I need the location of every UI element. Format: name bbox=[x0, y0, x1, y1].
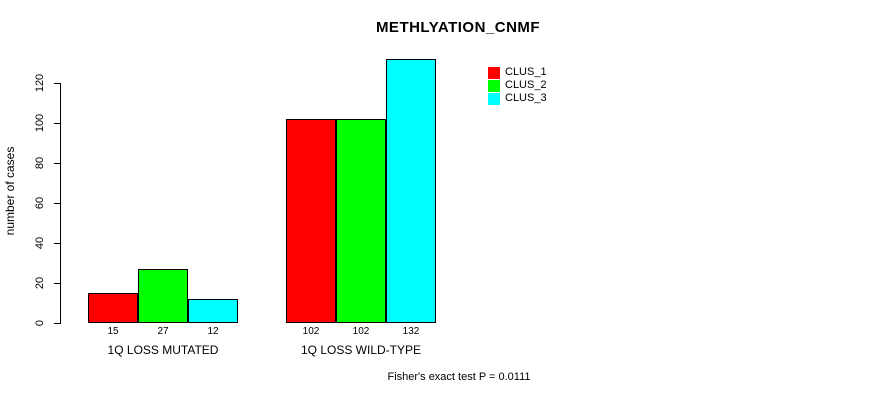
legend-color-swatch bbox=[488, 79, 500, 92]
legend-label: CLUS_2 bbox=[505, 79, 547, 91]
legend-item-clus_1: CLUS_1 bbox=[488, 66, 547, 79]
y-axis-tick bbox=[54, 323, 60, 324]
bar-value-label: 132 bbox=[402, 326, 420, 337]
y-tick-label: 80 bbox=[34, 156, 46, 170]
y-tick-label: 0 bbox=[34, 319, 46, 327]
bar-value-label: 15 bbox=[107, 326, 119, 337]
legend-item-clus_2: CLUS_2 bbox=[488, 79, 547, 92]
y-axis-tick bbox=[54, 123, 60, 124]
legend-item-clus_3: CLUS_3 bbox=[488, 92, 547, 105]
y-tick-label: 20 bbox=[34, 276, 46, 290]
y-axis-tick bbox=[54, 83, 60, 84]
category-label: 1Q LOSS MUTATED bbox=[107, 343, 219, 357]
bar-value-label: 27 bbox=[157, 326, 169, 337]
y-axis-tick bbox=[54, 243, 60, 244]
y-axis-line bbox=[60, 83, 61, 324]
bar-value-label: 102 bbox=[302, 326, 320, 337]
category-label: 1Q LOSS WILD-TYPE bbox=[300, 343, 422, 357]
y-tick-label: 40 bbox=[34, 236, 46, 250]
y-tick-label: 120 bbox=[34, 73, 46, 93]
bar-clus_2-group2 bbox=[336, 119, 386, 323]
y-tick-label: 60 bbox=[34, 196, 46, 210]
legend-color-swatch bbox=[488, 66, 500, 79]
legend: CLUS_1 CLUS_2 CLUS_3 bbox=[488, 66, 547, 105]
legend-label: CLUS_1 bbox=[505, 66, 547, 78]
y-tick-label: 100 bbox=[34, 113, 46, 133]
bar-value-label: 102 bbox=[352, 326, 370, 337]
bar-clus_1-group2 bbox=[286, 119, 336, 323]
bar-clus_1-group1 bbox=[88, 293, 138, 323]
y-axis-label: number of cases bbox=[3, 146, 17, 236]
y-axis-tick bbox=[54, 163, 60, 164]
legend-label: CLUS_3 bbox=[505, 92, 547, 104]
bar-clus_2-group1 bbox=[138, 269, 188, 323]
bar-clus_3-group2 bbox=[386, 59, 436, 323]
fisher-test-caption: Fisher's exact test P = 0.0111 bbox=[387, 371, 531, 383]
legend-color-swatch bbox=[488, 92, 500, 105]
y-axis-tick bbox=[54, 283, 60, 284]
chart-title: METHLYATION_CNMF bbox=[375, 19, 541, 36]
y-axis-tick bbox=[54, 203, 60, 204]
bar-value-label: 12 bbox=[207, 326, 219, 337]
bar-clus_3-group1 bbox=[188, 299, 238, 323]
